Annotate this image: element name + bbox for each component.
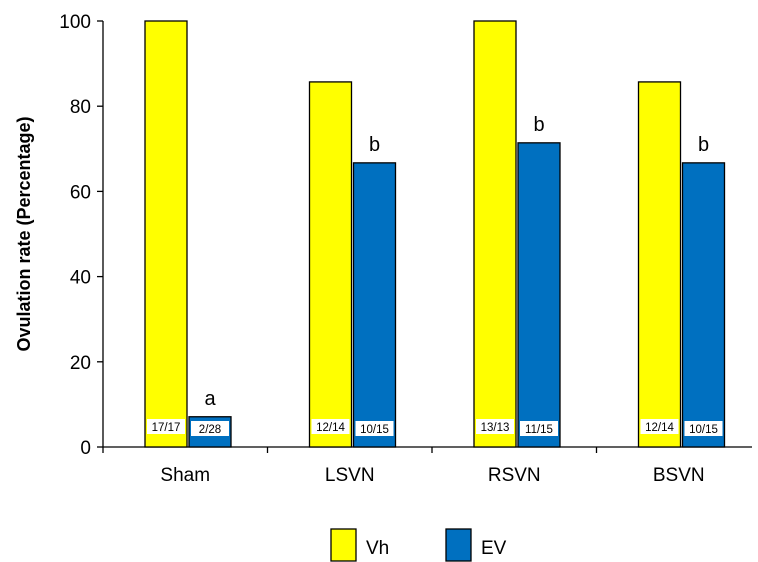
count-label: 10/15 bbox=[360, 424, 389, 436]
count-label-box bbox=[640, 419, 679, 434]
legend-label-ev: EV bbox=[481, 538, 507, 559]
bar-ev bbox=[352, 162, 397, 448]
bar-ev bbox=[681, 162, 726, 448]
count-label: 12/14 bbox=[645, 422, 674, 434]
legend-label-vh: Vh bbox=[366, 538, 389, 559]
count-label-box bbox=[684, 421, 723, 436]
y-tick-label: 40 bbox=[70, 268, 91, 289]
y-axis-title-group: Ovulation rate (Percentage) bbox=[14, 116, 34, 351]
count-label: 12/14 bbox=[316, 422, 345, 434]
bar-vh bbox=[308, 81, 353, 448]
count-label-box bbox=[147, 419, 185, 434]
bar-ev bbox=[517, 142, 561, 448]
y-tick-label: 0 bbox=[80, 438, 91, 459]
bar-vh bbox=[637, 81, 682, 448]
count-label-box bbox=[311, 419, 350, 434]
significance-letter: b bbox=[533, 114, 544, 136]
legend-swatch-ev bbox=[445, 528, 472, 562]
significance-letter: a bbox=[204, 388, 216, 410]
y-axis-title: Ovulation rate (Percentage) bbox=[14, 116, 34, 351]
bar-vh bbox=[473, 20, 517, 448]
x-category-label: LSVN bbox=[325, 465, 375, 486]
count-label-box bbox=[520, 421, 558, 436]
count-label: 10/15 bbox=[689, 424, 718, 436]
y-tick-label: 20 bbox=[70, 353, 91, 374]
count-label: 2/28 bbox=[199, 424, 221, 436]
y-tick-label: 100 bbox=[59, 12, 91, 33]
x-category-label: Sham bbox=[160, 465, 210, 486]
count-label: 17/17 bbox=[152, 422, 181, 434]
y-tick-label: 80 bbox=[70, 97, 91, 118]
bar-vh bbox=[144, 20, 188, 448]
x-category-label: BSVN bbox=[653, 465, 705, 486]
legend-swatch-vh bbox=[330, 528, 357, 562]
significance-letter: b bbox=[698, 134, 709, 156]
count-label: 11/15 bbox=[525, 424, 553, 436]
y-tick-label: 60 bbox=[70, 182, 91, 203]
plot-area: 0 20 40 60 80 100 Sham LSVN RSVN BSVN 17/17 12/14 13… bbox=[59, 12, 752, 486]
significance-letter: b bbox=[369, 134, 380, 156]
count-label-box bbox=[355, 421, 394, 436]
legend: Vh EV bbox=[330, 528, 507, 562]
count-label: 13/13 bbox=[481, 422, 510, 434]
count-label-box bbox=[476, 419, 514, 434]
x-category-label: RSVN bbox=[488, 465, 541, 486]
count-label-box bbox=[191, 421, 229, 436]
